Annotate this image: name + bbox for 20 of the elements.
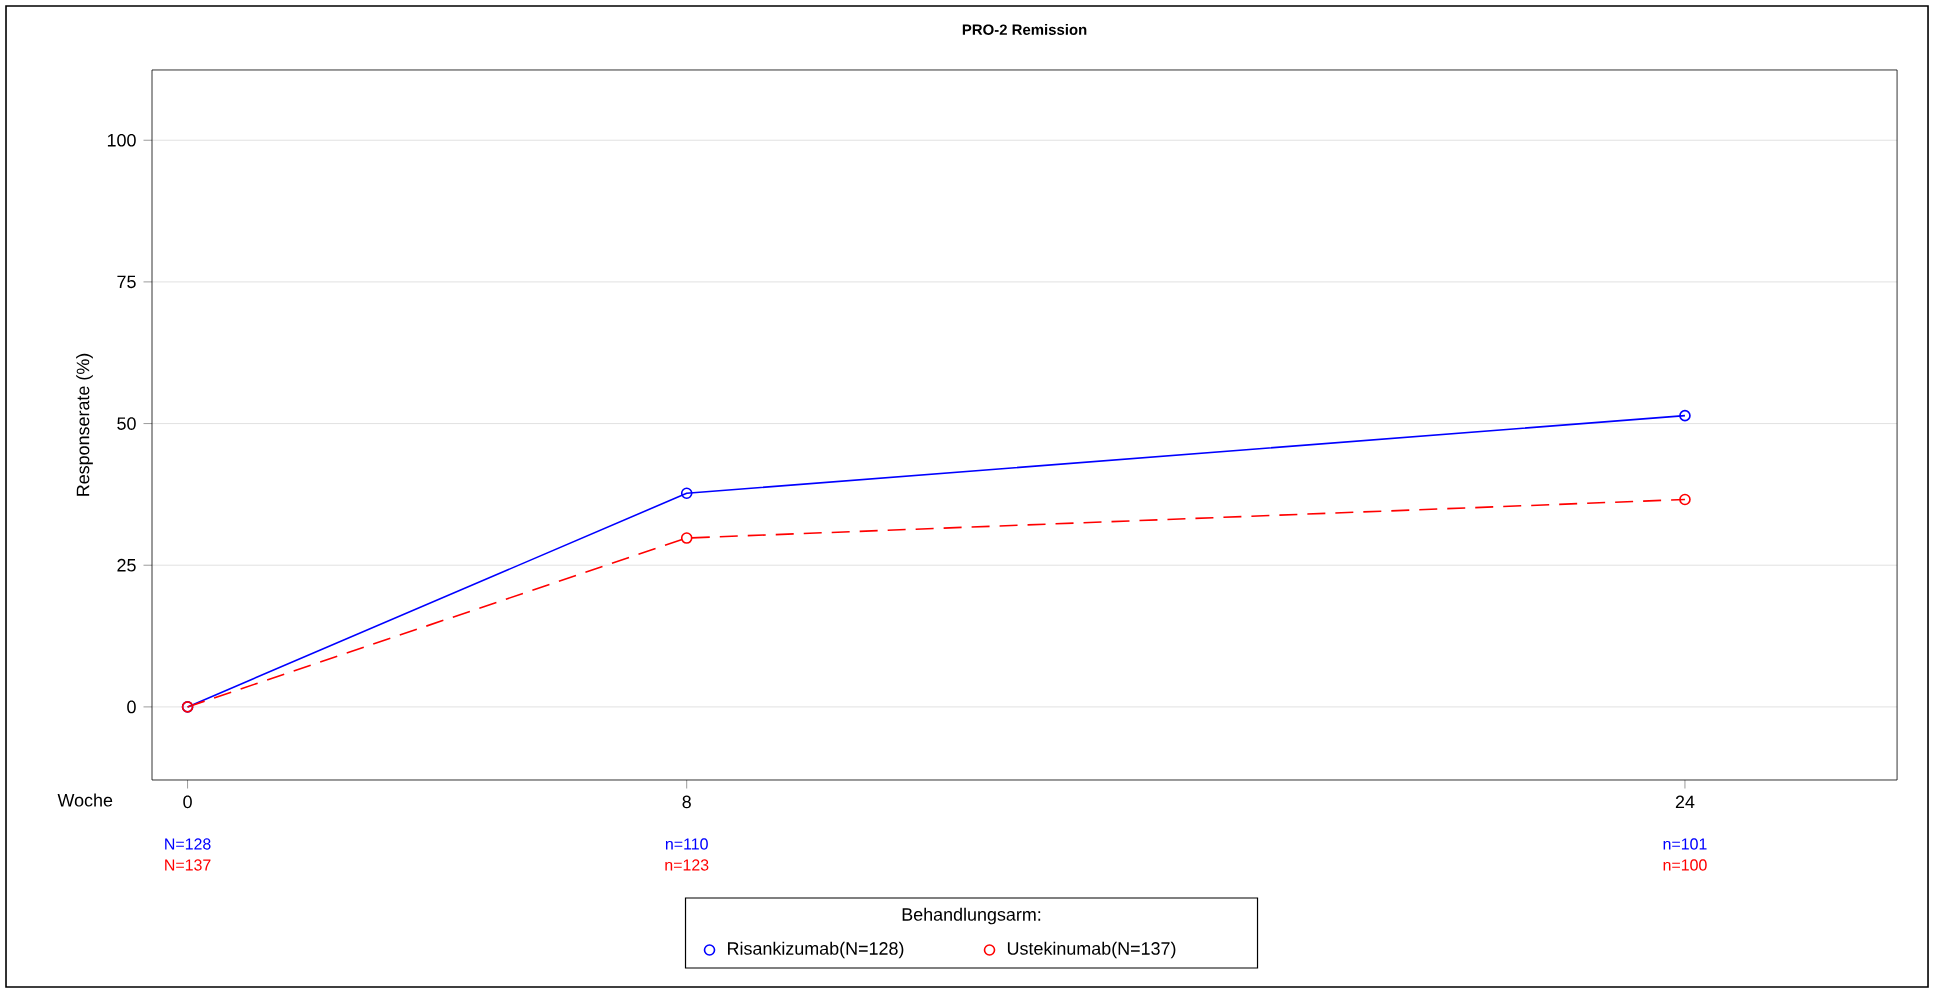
y-tick-label: 50 — [117, 417, 136, 430]
legend-title: Behandlungsarm: — [902, 907, 1041, 925]
text: n=100 — [1663, 859, 1707, 871]
text: N=137 — [165, 859, 211, 871]
x-tick-label: 24 — [1675, 795, 1695, 809]
y-tick-label: 0 — [127, 700, 136, 714]
text: n=123 — [665, 859, 709, 871]
y-tick-label: 25 — [117, 558, 136, 572]
legend-label: Ustekinumab(N=137) — [1007, 941, 1176, 959]
x-tick-label: 8 — [682, 795, 691, 809]
chart-title: PRO-2 Remission — [962, 24, 1087, 35]
text: n=110 — [665, 838, 708, 850]
text: N=128 — [165, 838, 211, 850]
y-axis-title: Responserate (%) — [76, 353, 93, 496]
y-tick-label: 100 — [107, 133, 136, 147]
y-tick-label: 75 — [117, 275, 136, 289]
x-tick-label: 0 — [183, 795, 192, 809]
text: n=101 — [1663, 838, 1707, 850]
x-axis-title: Woche — [57, 793, 113, 807]
legend-label: Risankizumab(N=128) — [728, 941, 904, 959]
